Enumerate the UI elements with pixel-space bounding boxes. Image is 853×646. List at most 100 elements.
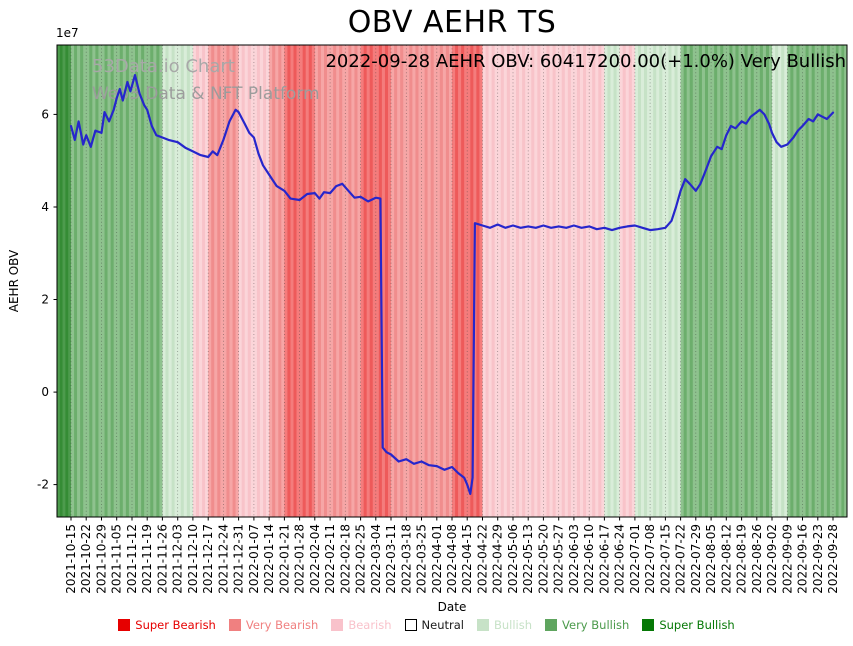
sentiment-band xyxy=(214,45,218,517)
sentiment-band xyxy=(177,45,182,517)
sentiment-band xyxy=(406,45,410,517)
sentiment-band xyxy=(772,45,776,517)
y-tick-label: 6 xyxy=(41,107,49,121)
sentiment-band xyxy=(506,45,511,517)
x-tick-label: 2022-02-18 xyxy=(338,524,352,594)
sentiment-band xyxy=(348,45,352,517)
x-tick-label: 2022-07-22 xyxy=(674,524,688,594)
sentiment-band xyxy=(637,45,642,517)
sentiment-band xyxy=(320,45,325,517)
sentiment-band xyxy=(211,45,215,517)
legend-swatch-neutral xyxy=(404,619,417,631)
axes xyxy=(53,44,848,521)
sentiment-band xyxy=(192,45,197,517)
x-tick-label: 2021-12-31 xyxy=(232,524,246,594)
x-tick-label: 2021-11-12 xyxy=(125,524,139,594)
sentiment-band xyxy=(607,45,611,517)
sentiment-band xyxy=(141,45,145,517)
sentiment-band xyxy=(427,45,432,517)
sentiment-band xyxy=(144,45,148,517)
sentiment-band xyxy=(561,45,566,517)
legend-item-super-bullish: Super Bullish xyxy=(642,618,735,632)
sentiment-band xyxy=(814,45,819,517)
sentiment-band xyxy=(567,45,572,517)
x-tick-label: 2022-06-03 xyxy=(567,524,581,594)
sentiment-band xyxy=(552,45,556,517)
x-tick-label: 2022-08-19 xyxy=(735,524,749,594)
sentiment-band xyxy=(135,45,139,517)
sentiment-band xyxy=(659,45,663,517)
sentiment-band xyxy=(631,45,636,517)
sentiment-band xyxy=(494,45,499,517)
sentiment-band xyxy=(119,45,124,517)
sentiment-band xyxy=(695,45,700,517)
sentiment-band xyxy=(104,45,108,517)
sentiment-band xyxy=(293,45,297,517)
x-tick-label: 2021-11-19 xyxy=(140,524,154,594)
sentiment-band xyxy=(616,45,620,517)
legend-item-very-bullish: Very Bullish xyxy=(545,618,629,632)
sentiment-band xyxy=(528,45,532,517)
sentiment-band xyxy=(756,45,761,517)
sentiment-band xyxy=(415,45,419,517)
sentiment-band xyxy=(238,45,243,517)
sentiment-band xyxy=(509,45,514,517)
sentiment-band xyxy=(741,45,745,517)
sentiment-band xyxy=(311,45,316,517)
sentiment-band xyxy=(601,45,605,517)
legend-item-neutral: Neutral xyxy=(404,618,464,632)
obv-line xyxy=(69,73,835,495)
x-tick-label: 2022-07-29 xyxy=(689,524,703,594)
sentiment-band xyxy=(595,45,599,517)
sentiment-band xyxy=(436,45,441,517)
sentiment-band xyxy=(174,45,179,517)
sentiment-band xyxy=(400,45,404,517)
sentiment-band xyxy=(430,45,435,517)
sentiment-band xyxy=(619,45,624,517)
sentiment-band xyxy=(256,45,261,517)
sentiment-band xyxy=(726,45,730,517)
sentiment-band xyxy=(98,45,102,517)
sentiment-band xyxy=(205,45,209,517)
sentiment-band xyxy=(125,45,130,517)
sentiment-band xyxy=(354,45,358,517)
sentiment-band xyxy=(549,45,553,517)
sentiment-band xyxy=(717,45,721,517)
sentiment-band xyxy=(461,45,465,517)
x-tick-label: 2022-02-04 xyxy=(308,524,322,594)
x-tick-label: 2022-01-07 xyxy=(247,524,261,594)
sentiment-band xyxy=(113,45,118,517)
x-tick-label: 2022-07-15 xyxy=(658,524,672,594)
legend-swatch-super-bullish xyxy=(642,619,655,631)
legend-label-bearish: Bearish xyxy=(348,618,392,632)
sentiment-band xyxy=(83,45,87,517)
sentiment-band xyxy=(244,45,249,517)
sentiment-band xyxy=(452,45,456,517)
sentiment-band xyxy=(287,45,291,517)
sentiment-band xyxy=(534,45,538,517)
sentiment-band xyxy=(640,45,645,517)
sentiment-band xyxy=(384,45,389,517)
sentiment-band xyxy=(86,45,90,517)
sentiment-band xyxy=(168,45,172,517)
sentiment-band xyxy=(796,45,800,517)
sentiment-band xyxy=(317,45,322,517)
sentiment-band xyxy=(448,45,453,517)
sentiment-band xyxy=(598,45,602,517)
sentiment-band xyxy=(811,45,816,517)
sentiment-band xyxy=(424,45,428,517)
legend-item-super-bearish: Super Bearish xyxy=(118,618,216,632)
x-tick-label: 2021-12-10 xyxy=(186,524,200,594)
sentiment-band xyxy=(366,45,371,517)
legend-label-super-bullish: Super Bullish xyxy=(659,618,735,632)
sentiment-band xyxy=(250,45,255,517)
x-tick-label: 2022-02-25 xyxy=(354,524,368,594)
sentiment-band xyxy=(189,45,194,517)
sentiment-band xyxy=(223,45,227,517)
sentiment-band xyxy=(729,45,733,517)
sentiment-band xyxy=(180,45,185,517)
sentiment-band xyxy=(564,45,569,517)
sentiment-band xyxy=(820,45,825,517)
x-tick-label: 2022-02-11 xyxy=(323,524,337,594)
